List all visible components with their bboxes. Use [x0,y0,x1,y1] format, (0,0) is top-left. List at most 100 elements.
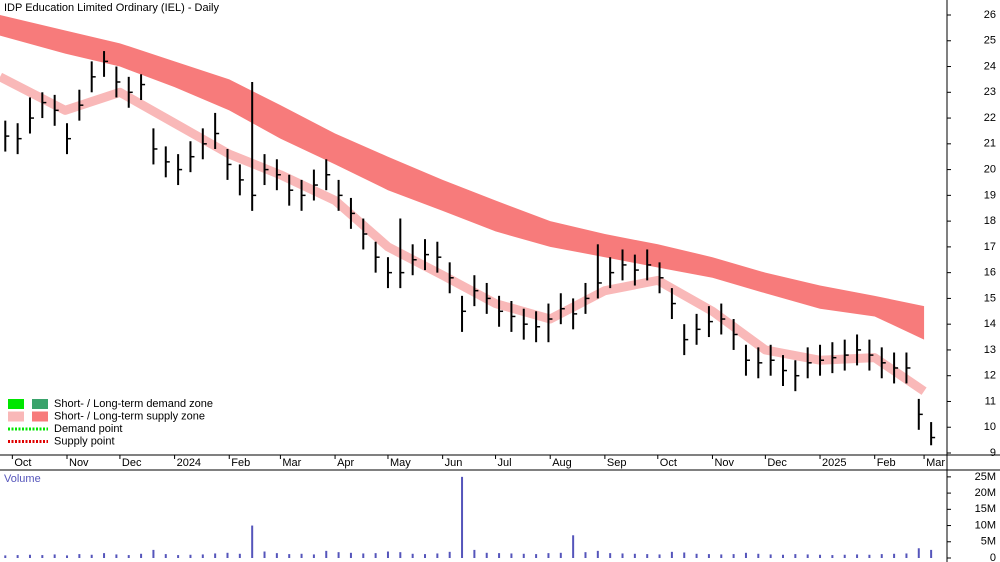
y-tick-label: 15 [984,292,996,304]
volume-label: Volume [4,473,41,485]
long-term-band [0,15,925,340]
volume-bar [288,554,291,558]
volume-bar [127,555,130,558]
legend-swatch [8,411,24,422]
x-tick-label: 2024 [177,457,201,469]
volume-bar [535,554,538,558]
volume-bar [152,549,155,558]
volume-bar [843,554,846,558]
volume-bar [448,551,451,558]
volume-bar [720,554,723,558]
legend-swatch [8,399,24,409]
volume-bar [609,553,612,558]
x-tick-label: Aug [552,457,572,469]
volume-bar [238,553,241,558]
volume-bar [164,554,167,558]
y-tick-label: 21 [984,138,996,150]
volume-bar [769,554,772,558]
chart-title: IDP Education Limited Ordinary (IEL) - D… [4,2,219,14]
volume-bar [781,554,784,558]
x-tick-label: Nov [714,457,734,469]
volume-bar [411,553,414,558]
volume-bar [559,552,562,558]
y-tick-label: 22 [984,112,996,124]
y-tick-label: 10 [984,421,996,433]
x-tick-label: Feb [877,457,896,469]
volume-bar [28,554,31,558]
volume-bar [312,554,315,558]
y-tick-label: 16 [984,267,996,279]
volume-bar [263,551,266,558]
volume-tick-label: 0 [990,552,996,562]
volume-bar [757,553,760,558]
volume-bar [683,552,686,558]
short-term-band [0,72,927,395]
volume-bar [794,554,797,558]
legend-swatch [32,399,48,409]
legend-label: Short- / Long-term supply zone [54,410,205,422]
volume-bar [510,553,513,558]
volume-bar [856,554,859,558]
x-tick-label: Apr [337,457,354,469]
x-tick-label: Jun [445,457,463,469]
y-tick-label: 9 [990,447,996,459]
volume-bar [596,550,599,558]
volume-bar [621,553,624,558]
volume-bar [226,552,229,558]
volume-bar [498,553,501,558]
x-tick-label: Mar [282,457,301,469]
y-tick-label: 13 [984,344,996,356]
volume-bar [880,554,883,558]
volume-bar [917,548,920,558]
y-tick-label: 12 [984,370,996,382]
volume-bar [436,553,439,558]
x-tick-label: Jul [498,457,512,469]
volume-bar [547,553,550,558]
volume-bar [41,555,44,558]
volume-bar [349,552,352,558]
y-tick-label: 24 [984,60,996,72]
x-tick-label: Oct [14,457,31,469]
volume-bar [115,554,118,558]
y-tick-label: 14 [984,318,996,330]
volume-bar [251,525,254,558]
volume-bar [670,551,673,558]
volume-bar [177,555,180,558]
volume-tick-label: 25M [975,471,996,483]
volume-bar [16,555,19,558]
volume-bar [362,553,365,558]
volume-bar [201,554,204,558]
volume-bar [399,552,402,558]
volume-bar [189,554,192,558]
y-tick-label: 18 [984,215,996,227]
volume-bar [905,553,908,558]
x-tick-label: 2025 [822,457,846,469]
volume-bar [66,555,69,558]
volume-bar [819,554,822,558]
y-tick-label: 26 [984,9,996,21]
volume-bar [140,553,143,558]
volume-bar [893,553,896,558]
x-tick-label: Dec [767,457,787,469]
volume-bar [707,554,710,558]
x-tick-label: Dec [122,457,142,469]
volume-bar [53,554,56,558]
legend-label: Short- / Long-term demand zone [54,398,213,410]
volume-bar [461,476,464,558]
volume-bar [337,552,340,558]
volume-bar [572,535,575,558]
volume-bar [214,553,217,558]
volume-bar [78,554,81,558]
volume-tick-label: 5M [981,536,996,548]
volume-tick-label: 10M [975,519,996,531]
volume-bar [300,553,303,558]
x-tick-label: Sep [607,457,627,469]
volume-bar [868,554,871,558]
volume-bar [695,553,698,558]
volume-bar [744,552,747,558]
volume-bar [90,554,93,558]
legend-label: Supply point [54,435,115,447]
x-tick-label: Nov [69,457,89,469]
y-tick-label: 19 [984,189,996,201]
y-tick-label: 23 [984,86,996,98]
